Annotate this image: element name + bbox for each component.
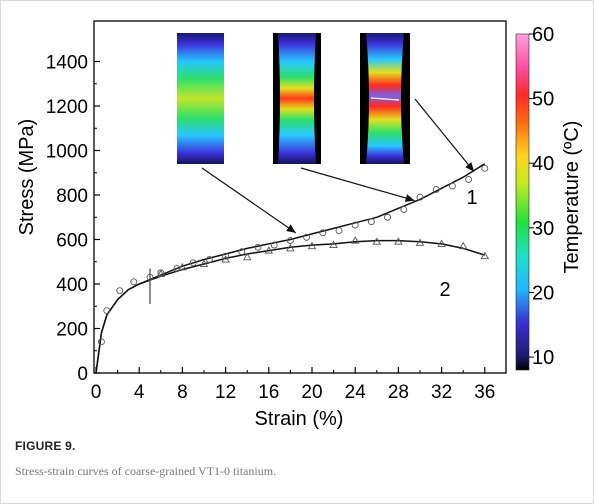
plot-frame (93, 20, 507, 374)
data-point-series-2 (372, 237, 382, 245)
temperature-colorbar (515, 33, 530, 371)
colorbar-ticks: 10 20 30 40 50 60 (529, 24, 554, 369)
data-point-series-1 (116, 287, 124, 295)
y-tick-label: 800 (56, 186, 88, 207)
x-axis-title: Strain (%) (255, 408, 344, 430)
data-point-series-1 (103, 307, 111, 315)
data-point-series-1 (465, 175, 473, 183)
x-tick-label: 20 (301, 382, 322, 403)
data-point-series-1 (432, 185, 440, 193)
data-point-series-1 (130, 278, 138, 286)
data-point-series-1 (351, 221, 359, 229)
data-point-series-2 (394, 237, 403, 245)
data-point-series-2 (415, 238, 425, 246)
data-point-series-1 (238, 248, 246, 256)
arrow-head (286, 224, 296, 233)
data-point-series-1 (205, 256, 213, 263)
arrow-line (201, 167, 297, 234)
data-point-series-2 (199, 259, 209, 267)
data-point-series-2 (329, 240, 338, 249)
data-point-series-2 (307, 241, 317, 250)
y-tick-label: 1400 (46, 53, 88, 74)
data-point-series-2 (156, 269, 166, 277)
data-point-series-2 (178, 262, 187, 271)
arrow-head (404, 194, 415, 202)
data-point-series-1 (222, 252, 230, 260)
data-point-series-1 (270, 241, 278, 249)
figure-label: FIGURE 9. (15, 439, 76, 453)
series-markers (97, 164, 490, 346)
data-point-series-2 (242, 252, 252, 261)
data-point-series-1 (303, 233, 311, 241)
data-point-series-2 (264, 246, 274, 254)
data-point-series-1 (97, 338, 105, 346)
y-tick-label: 200 (56, 320, 88, 341)
arrow-head (465, 162, 474, 172)
y-tick-label: 1200 (46, 97, 88, 118)
x-tick-label: 8 (177, 382, 188, 403)
colorbar-title: Temperature (ºC) (561, 121, 583, 274)
series-label-1: 1 (466, 187, 477, 209)
data-point-series-1 (254, 243, 262, 251)
x-tick-label: 32 (431, 382, 452, 403)
y-axis-title: Stress (MPa) (16, 119, 38, 236)
series-line-1 (95, 163, 486, 374)
series-label-2: 2 (439, 279, 450, 301)
x-tick-label: 0 (91, 382, 102, 403)
arrow-line (414, 98, 475, 173)
data-point-series-1 (384, 213, 392, 221)
colorbar-tick-label: 60 (532, 24, 554, 46)
x-tick-label: 16 (258, 382, 279, 403)
colorbar-tick-label: 50 (532, 89, 554, 111)
x-tick-label: 28 (388, 382, 409, 403)
figure-caption: Stress-strain curves of coarse-grained V… (15, 464, 277, 478)
data-point-series-2 (350, 236, 360, 244)
colorbar-tick-label: 30 (532, 218, 554, 240)
data-point-series-1 (416, 193, 424, 201)
y-tick-label: 0 (77, 364, 88, 385)
y-tick-label: 400 (56, 275, 88, 296)
x-tick-label: 12 (215, 382, 236, 403)
data-point-series-1 (286, 237, 294, 245)
x-tick-label: 24 (345, 382, 367, 403)
colorbar-tick-label: 10 (532, 347, 554, 369)
data-point-series-1 (400, 206, 408, 213)
data-point-series-1 (189, 259, 197, 267)
data-point-series-2 (458, 241, 468, 250)
y-tick-label: 600 (56, 231, 88, 252)
x-tick-label: 36 (474, 382, 495, 403)
data-point-series-2 (437, 239, 446, 247)
arrow-line (300, 167, 415, 202)
x-axis: 0 4 8 12 16 20 24 28 32 36 (91, 367, 495, 403)
data-point-series-2 (480, 251, 490, 260)
thermal-inset-2 (273, 33, 321, 164)
thermal-inset-3 (360, 33, 410, 164)
inset-arrows (201, 98, 475, 234)
data-point-series-2 (221, 255, 230, 263)
y-axis: 0 200 400 600 800 1000 1200 1400 (46, 53, 100, 385)
data-point-series-1 (448, 182, 456, 190)
data-point-series-2 (286, 244, 295, 252)
series-line-2 (95, 239, 486, 374)
data-point-series-1 (335, 227, 343, 235)
series-lines (95, 163, 486, 374)
data-point-series-1 (367, 218, 375, 226)
data-point-series-1 (481, 164, 489, 172)
y-tick-label: 1000 (46, 142, 88, 163)
x-tick-label: 4 (134, 382, 145, 403)
colorbar-tick-label: 40 (532, 153, 554, 175)
data-point-series-1 (319, 229, 327, 237)
colorbar-tick-label: 20 (532, 282, 554, 304)
thermal-inset-1 (177, 33, 224, 164)
